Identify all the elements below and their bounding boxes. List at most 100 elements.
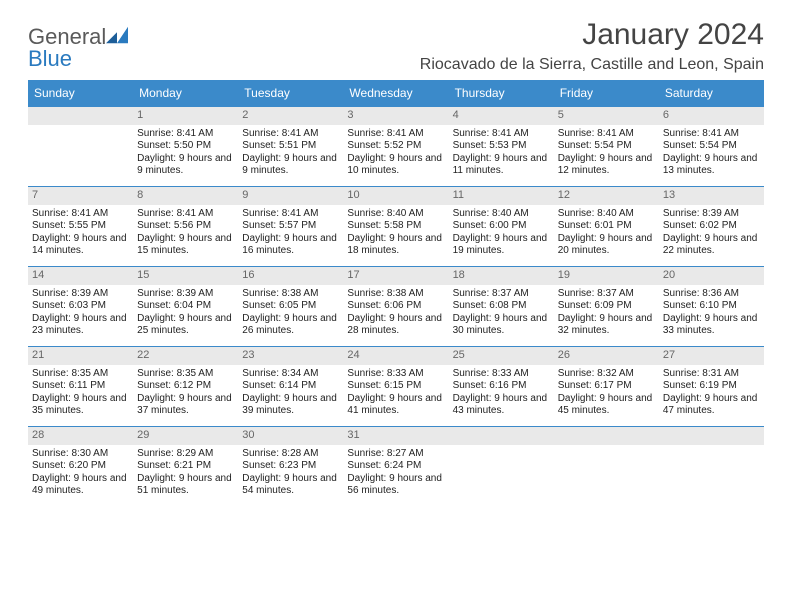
location-subtitle: Riocavado de la Sierra, Castille and Leo… <box>420 56 764 74</box>
daylight-line: Daylight: 9 hours and 33 minutes. <box>663 313 758 337</box>
day-number: 9 <box>238 186 343 205</box>
calendar-cell: 7Sunrise: 8:41 AMSunset: 5:55 PMDaylight… <box>28 186 133 266</box>
calendar-cell: 27Sunrise: 8:31 AMSunset: 6:19 PMDayligh… <box>659 346 764 426</box>
daylight-line: Daylight: 9 hours and 47 minutes. <box>663 393 758 417</box>
day-number: 14 <box>28 266 133 285</box>
calendar-cell: 24Sunrise: 8:33 AMSunset: 6:15 PMDayligh… <box>343 346 448 426</box>
sunrise-line: Sunrise: 8:41 AM <box>137 128 213 139</box>
sunrise-line: Sunrise: 8:41 AM <box>242 208 318 219</box>
calendar-cell: 18Sunrise: 8:37 AMSunset: 6:08 PMDayligh… <box>449 266 554 346</box>
daylight-line: Daylight: 9 hours and 30 minutes. <box>453 313 548 337</box>
brand-text: General Blue <box>28 26 128 70</box>
day-details: Sunrise: 8:33 AMSunset: 6:15 PMDaylight:… <box>343 365 448 422</box>
day-number: 27 <box>659 346 764 365</box>
daylight-line: Daylight: 9 hours and 13 minutes. <box>663 153 758 177</box>
weekday-header-row: SundayMondayTuesdayWednesdayThursdayFrid… <box>28 80 764 106</box>
sunrise-line: Sunrise: 8:41 AM <box>453 128 529 139</box>
sunset-line: Sunset: 6:20 PM <box>32 460 106 471</box>
sunrise-line: Sunrise: 8:31 AM <box>663 368 739 379</box>
daylight-line: Daylight: 9 hours and 9 minutes. <box>242 153 337 177</box>
day-number: 18 <box>449 266 554 285</box>
day-details: Sunrise: 8:41 AMSunset: 5:55 PMDaylight:… <box>28 205 133 262</box>
sunrise-line: Sunrise: 8:41 AM <box>137 208 213 219</box>
daylight-line: Daylight: 9 hours and 10 minutes. <box>347 153 442 177</box>
sunset-line: Sunset: 6:09 PM <box>558 300 632 311</box>
month-title: January 2024 <box>420 18 764 52</box>
day-details: Sunrise: 8:41 AMSunset: 5:54 PMDaylight:… <box>659 125 764 182</box>
sunrise-line: Sunrise: 8:40 AM <box>558 208 634 219</box>
daylight-line: Daylight: 9 hours and 16 minutes. <box>242 233 337 257</box>
calendar-cell: 21Sunrise: 8:35 AMSunset: 6:11 PMDayligh… <box>28 346 133 426</box>
page-heading: January 2024 Riocavado de la Sierra, Cas… <box>420 18 764 74</box>
sunset-line: Sunset: 6:02 PM <box>663 220 737 231</box>
day-details: Sunrise: 8:40 AMSunset: 5:58 PMDaylight:… <box>343 205 448 262</box>
daylight-line: Daylight: 9 hours and 25 minutes. <box>137 313 232 337</box>
daylight-line: Daylight: 9 hours and 18 minutes. <box>347 233 442 257</box>
header: General Blue January 2024 Riocavado de l… <box>28 18 764 74</box>
daylight-line: Daylight: 9 hours and 41 minutes. <box>347 393 442 417</box>
day-details: Sunrise: 8:39 AMSunset: 6:04 PMDaylight:… <box>133 285 238 342</box>
sunset-line: Sunset: 5:52 PM <box>347 140 421 151</box>
sunrise-line: Sunrise: 8:37 AM <box>453 288 529 299</box>
calendar-cell <box>659 426 764 506</box>
daylight-line: Daylight: 9 hours and 49 minutes. <box>32 473 127 497</box>
day-number: 28 <box>28 426 133 445</box>
sunset-line: Sunset: 6:01 PM <box>558 220 632 231</box>
sunrise-line: Sunrise: 8:27 AM <box>347 448 423 459</box>
calendar-row: 7Sunrise: 8:41 AMSunset: 5:55 PMDaylight… <box>28 186 764 266</box>
day-number-blank <box>659 426 764 445</box>
brand-mark-icon <box>106 26 128 44</box>
sunrise-line: Sunrise: 8:33 AM <box>453 368 529 379</box>
sunset-line: Sunset: 6:23 PM <box>242 460 316 471</box>
day-number: 3 <box>343 106 448 125</box>
day-details: Sunrise: 8:41 AMSunset: 5:56 PMDaylight:… <box>133 205 238 262</box>
sunset-line: Sunset: 6:10 PM <box>663 300 737 311</box>
sunrise-line: Sunrise: 8:34 AM <box>242 368 318 379</box>
day-details: Sunrise: 8:36 AMSunset: 6:10 PMDaylight:… <box>659 285 764 342</box>
calendar-cell: 12Sunrise: 8:40 AMSunset: 6:01 PMDayligh… <box>554 186 659 266</box>
day-number: 31 <box>343 426 448 445</box>
calendar-cell: 9Sunrise: 8:41 AMSunset: 5:57 PMDaylight… <box>238 186 343 266</box>
day-details: Sunrise: 8:35 AMSunset: 6:11 PMDaylight:… <box>28 365 133 422</box>
sunset-line: Sunset: 6:14 PM <box>242 380 316 391</box>
sunrise-line: Sunrise: 8:29 AM <box>137 448 213 459</box>
calendar-row: 21Sunrise: 8:35 AMSunset: 6:11 PMDayligh… <box>28 346 764 426</box>
sunrise-line: Sunrise: 8:40 AM <box>453 208 529 219</box>
day-number: 24 <box>343 346 448 365</box>
calendar-cell: 17Sunrise: 8:38 AMSunset: 6:06 PMDayligh… <box>343 266 448 346</box>
calendar-cell: 15Sunrise: 8:39 AMSunset: 6:04 PMDayligh… <box>133 266 238 346</box>
calendar-cell: 22Sunrise: 8:35 AMSunset: 6:12 PMDayligh… <box>133 346 238 426</box>
daylight-line: Daylight: 9 hours and 23 minutes. <box>32 313 127 337</box>
calendar-cell: 25Sunrise: 8:33 AMSunset: 6:16 PMDayligh… <box>449 346 554 426</box>
sunrise-line: Sunrise: 8:41 AM <box>32 208 108 219</box>
day-details: Sunrise: 8:34 AMSunset: 6:14 PMDaylight:… <box>238 365 343 422</box>
sunset-line: Sunset: 6:05 PM <box>242 300 316 311</box>
day-number: 1 <box>133 106 238 125</box>
sunset-line: Sunset: 6:00 PM <box>453 220 527 231</box>
day-details: Sunrise: 8:41 AMSunset: 5:54 PMDaylight:… <box>554 125 659 182</box>
sunrise-line: Sunrise: 8:38 AM <box>242 288 318 299</box>
calendar-cell: 6Sunrise: 8:41 AMSunset: 5:54 PMDaylight… <box>659 106 764 186</box>
calendar-body: 1Sunrise: 8:41 AMSunset: 5:50 PMDaylight… <box>28 106 764 506</box>
sunrise-line: Sunrise: 8:32 AM <box>558 368 634 379</box>
sunrise-line: Sunrise: 8:33 AM <box>347 368 423 379</box>
weekday-header: Wednesday <box>343 80 448 106</box>
weekday-header: Tuesday <box>238 80 343 106</box>
day-number: 17 <box>343 266 448 285</box>
calendar-cell: 20Sunrise: 8:36 AMSunset: 6:10 PMDayligh… <box>659 266 764 346</box>
day-details: Sunrise: 8:38 AMSunset: 6:06 PMDaylight:… <box>343 285 448 342</box>
day-number: 22 <box>133 346 238 365</box>
sunrise-line: Sunrise: 8:37 AM <box>558 288 634 299</box>
sunrise-line: Sunrise: 8:41 AM <box>558 128 634 139</box>
day-number: 13 <box>659 186 764 205</box>
weekday-header: Sunday <box>28 80 133 106</box>
day-details-blank <box>659 445 764 495</box>
daylight-line: Daylight: 9 hours and 19 minutes. <box>453 233 548 257</box>
day-details: Sunrise: 8:32 AMSunset: 6:17 PMDaylight:… <box>554 365 659 422</box>
sunset-line: Sunset: 5:53 PM <box>453 140 527 151</box>
day-number: 21 <box>28 346 133 365</box>
day-details: Sunrise: 8:33 AMSunset: 6:16 PMDaylight:… <box>449 365 554 422</box>
calendar-cell: 1Sunrise: 8:41 AMSunset: 5:50 PMDaylight… <box>133 106 238 186</box>
calendar-cell: 5Sunrise: 8:41 AMSunset: 5:54 PMDaylight… <box>554 106 659 186</box>
day-details: Sunrise: 8:39 AMSunset: 6:02 PMDaylight:… <box>659 205 764 262</box>
